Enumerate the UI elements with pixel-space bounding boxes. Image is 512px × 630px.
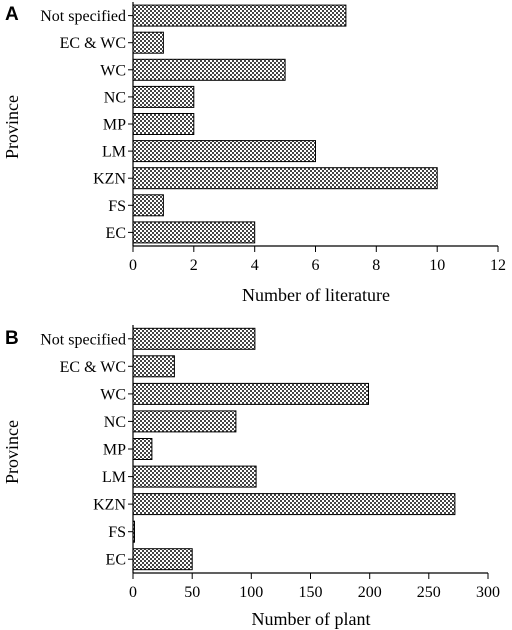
bars-a xyxy=(132,4,438,244)
bar-b-3 xyxy=(132,465,257,488)
bar-a-6 xyxy=(132,58,286,81)
x-tick-label-b-6: 300 xyxy=(476,584,500,601)
bar-a-0 xyxy=(132,221,256,244)
y-ticks-b: EC FS KZN LM MP NC WC EC & WC Not specified xyxy=(40,331,133,569)
y-tick-label-a-4: MP xyxy=(103,117,126,134)
y-tick-label-b-8: Not specified xyxy=(40,331,126,348)
y-tick-label-a-1: FS xyxy=(108,198,126,215)
chart-panel-b: B EC FS KZN LM MP NC WC EC & WC Not specified 0 5… xyxy=(2,325,500,629)
x-tick-label-a-4: 8 xyxy=(372,257,380,274)
bar-b-7 xyxy=(132,355,175,378)
y-tick-label-a-7: EC & WC xyxy=(60,35,126,52)
x-tick-label-b-3: 150 xyxy=(299,584,323,601)
y-tick-label-a-3: LM xyxy=(102,144,126,161)
panel-label-b: B xyxy=(5,328,19,349)
y-tick-label-a-5: NC xyxy=(104,89,126,106)
bar-a-3 xyxy=(132,140,316,163)
x-tick-label-b-1: 50 xyxy=(184,584,200,601)
panel-label-a: A xyxy=(5,4,19,25)
bar-a-2 xyxy=(132,167,438,190)
y-tick-label-a-8: Not specified xyxy=(40,8,126,25)
y-tick-label-b-7: EC & WC xyxy=(60,359,126,376)
x-tick-label-a-2: 4 xyxy=(251,257,259,274)
x-tick-label-a-0: 0 xyxy=(129,257,137,274)
y-tick-label-b-1: FS xyxy=(108,524,126,541)
x-tick-label-b-2: 100 xyxy=(239,584,263,601)
y-tick-label-b-4: MP xyxy=(103,442,126,459)
y-tick-label-b-3: LM xyxy=(102,469,126,486)
x-tick-label-a-6: 12 xyxy=(490,257,506,274)
y-tick-label-a-0: EC xyxy=(106,225,126,242)
bar-a-7 xyxy=(132,31,164,54)
bar-b-2 xyxy=(132,493,456,516)
y-tick-label-a-2: KZN xyxy=(93,171,126,188)
bar-b-0 xyxy=(132,548,193,571)
x-axis-title-a: Number of literature xyxy=(242,285,390,305)
bar-a-8 xyxy=(132,4,347,27)
bar-b-4 xyxy=(132,438,153,460)
y-tick-label-a-6: WC xyxy=(100,62,126,79)
bar-b-5 xyxy=(132,410,237,433)
bar-b-6 xyxy=(132,382,369,405)
x-tick-label-b-5: 250 xyxy=(417,584,441,601)
x-tick-label-a-3: 6 xyxy=(312,257,320,274)
bar-b-8 xyxy=(132,327,256,350)
x-axis-title-b: Number of plant xyxy=(252,609,371,629)
bars-b xyxy=(132,327,456,571)
y-tick-label-b-0: EC xyxy=(106,552,126,569)
chart-panel-a: A EC FS KZN LM MP NC WC EC & WC Not specified 0 2… xyxy=(2,2,506,305)
y-axis-title-a: Province xyxy=(2,95,22,159)
y-axis-title-b: Province xyxy=(2,420,22,484)
y-tick-label-b-6: WC xyxy=(100,386,126,403)
bar-a-4 xyxy=(132,113,195,135)
bar-a-5 xyxy=(132,85,195,108)
x-ticks-b: 0 50 100 150 200 250 300 xyxy=(129,573,500,601)
bar-a-1 xyxy=(132,194,164,217)
y-tick-label-b-2: KZN xyxy=(93,497,126,514)
x-tick-label-a-5: 10 xyxy=(429,257,445,274)
x-tick-label-b-4: 200 xyxy=(358,584,382,601)
x-ticks-a: 0 2 4 6 8 10 12 xyxy=(129,246,506,274)
x-tick-label-a-1: 2 xyxy=(190,257,198,274)
y-ticks-a: EC FS KZN LM MP NC WC EC & WC Not specified xyxy=(40,8,133,242)
y-tick-label-b-5: NC xyxy=(104,414,126,431)
x-tick-label-b-0: 0 xyxy=(129,584,137,601)
